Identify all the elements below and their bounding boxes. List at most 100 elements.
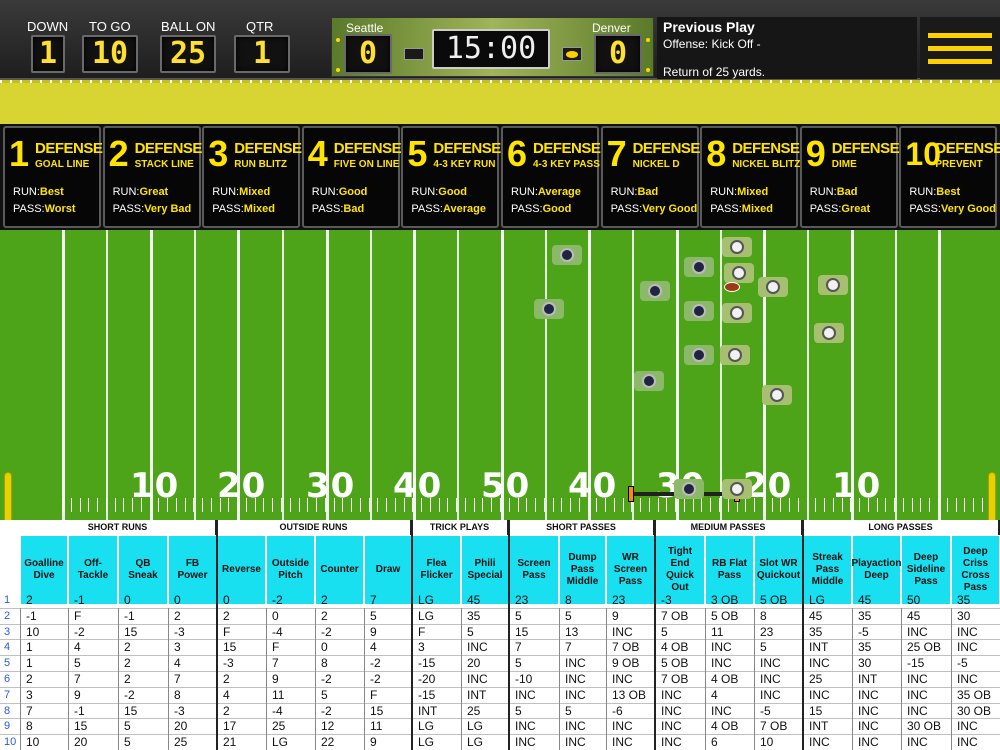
- defense-card-9[interactable]: 9 DEFENSE DIME RUN:Bad PASS:Great: [799, 126, 900, 228]
- defense-number: 7: [606, 133, 627, 174]
- result-cell: INC: [957, 735, 978, 750]
- result-cell: 25 OB: [907, 640, 942, 655]
- result-cell: LG: [467, 719, 484, 734]
- offense-player-icon: [722, 476, 752, 502]
- hash-mark: [648, 498, 650, 512]
- defense-name: RUN BLITZ: [234, 159, 287, 170]
- result-cell: 7: [370, 593, 377, 607]
- result-cell: 2: [223, 703, 230, 718]
- pass-label: PASS:: [13, 203, 45, 215]
- result-cell: INC: [565, 656, 586, 671]
- defense-card-4[interactable]: 4 DEFENSE FIVE ON LINE RUN:Good PASS:Bad: [301, 126, 402, 228]
- pass-value: Worst: [44, 203, 76, 215]
- yard-line: [588, 230, 591, 520]
- hamburger-menu-icon[interactable]: [920, 17, 1000, 79]
- result-cell: F: [370, 687, 378, 702]
- result-cell: INC: [565, 687, 586, 702]
- hash-mark: [464, 498, 466, 512]
- column-divider: [852, 608, 853, 750]
- result-cell: -4: [272, 703, 283, 718]
- hash-mark: [429, 498, 431, 512]
- right-scroll-handle[interactable]: [988, 472, 996, 520]
- play-column-header[interactable]: Screen Pass: [509, 535, 559, 605]
- result-cell: 9: [370, 624, 377, 639]
- defense-card-6[interactable]: 6 DEFENSE 4-3 KEY PASS RUN:Average PASS:Good: [501, 126, 601, 228]
- play-column-header[interactable]: Tight End Quick Out: [655, 535, 705, 605]
- offense-player-icon: [762, 382, 792, 408]
- defense-card-8[interactable]: 8 DEFENSE NICKEL BLITZ RUN:Mixed PASS:Mixed: [700, 126, 800, 228]
- pass-rating: PASS:Bad: [312, 203, 364, 215]
- defense-name: 4-3 KEY PASS: [533, 159, 600, 170]
- result-cell: LG: [272, 735, 289, 750]
- hash-mark: [587, 498, 589, 512]
- left-scroll-handle[interactable]: [4, 472, 12, 520]
- five-yard-line: [544, 230, 547, 520]
- result-cell: INC: [565, 672, 586, 686]
- result-cell: -1: [74, 703, 85, 718]
- defense-card-2[interactable]: 2 DEFENSE STACK LINE RUN:Great PASS:Very Bad: [102, 126, 202, 228]
- pass-rating: PASS:Mixed: [710, 203, 773, 215]
- play-column-header[interactable]: Goalline Dive: [20, 535, 68, 605]
- hash-mark: [316, 498, 318, 512]
- previous-play-title: Previous Play: [663, 19, 755, 35]
- result-cell: INC: [467, 672, 488, 686]
- hash-mark: [841, 498, 843, 512]
- play-column-header[interactable]: Draw: [364, 535, 412, 605]
- hash-mark: [298, 498, 300, 512]
- pass-value: Mixed: [243, 203, 275, 215]
- result-cell: -15: [907, 656, 925, 671]
- pass-rating: PASS:Mixed: [212, 203, 275, 215]
- result-cell: INC: [661, 735, 682, 750]
- play-column-header[interactable]: QB Sneak: [118, 535, 168, 605]
- result-cell: INC: [711, 640, 732, 655]
- result-cell: 0: [174, 593, 181, 607]
- result-cell: -3: [223, 656, 234, 671]
- result-cell: LG: [809, 593, 826, 607]
- hash-mark: [394, 498, 396, 512]
- defense-card-3[interactable]: 3 DEFENSE RUN BLITZ RUN:Mixed PASS:Mixed: [202, 126, 302, 228]
- play-column-header[interactable]: Deep Sideline Pass: [901, 535, 951, 605]
- defense-title: DEFENSE: [234, 140, 302, 157]
- result-cell: 9: [74, 687, 81, 702]
- pass-value: Mixed: [741, 203, 773, 215]
- pass-label: PASS:: [909, 203, 941, 215]
- result-cell: 3: [26, 687, 33, 702]
- run-label: RUN:: [13, 186, 40, 198]
- category-header: LONG PASSES: [803, 520, 1000, 535]
- defense-player-icon: [684, 298, 714, 324]
- run-value: Good: [338, 186, 368, 198]
- hash-mark: [368, 498, 370, 512]
- result-cell: 5 OB: [711, 608, 739, 623]
- row-divider: [0, 655, 1000, 657]
- play-column-header[interactable]: WR Screen Pass: [606, 535, 655, 605]
- play-column-header[interactable]: Off-Tackle: [68, 535, 118, 605]
- yard-line: [501, 230, 504, 520]
- hash-mark: [771, 498, 773, 512]
- play-column-header[interactable]: Playaction Deep: [851, 535, 902, 605]
- offense-player-icon: [724, 260, 754, 286]
- play-column-header[interactable]: Outside Pitch: [266, 535, 315, 605]
- hash-mark: [62, 498, 63, 512]
- result-cell: 10: [760, 735, 774, 750]
- play-column-header[interactable]: FB Power: [168, 535, 217, 605]
- play-column-header[interactable]: Phili Special: [461, 535, 509, 605]
- defense-card-10[interactable]: 10 DEFENSE PREVENT RUN:Best PASS:Very Good: [899, 126, 1000, 228]
- result-cell: -2: [370, 656, 381, 671]
- result-cell: INC: [809, 687, 830, 702]
- defense-card-7[interactable]: 7 DEFENSE NICKEL D RUN:Bad PASS:Very Good: [600, 126, 700, 228]
- play-column-header[interactable]: Streak Pass Middle: [803, 535, 852, 605]
- column-divider: [168, 608, 169, 750]
- pass-label: PASS:: [212, 203, 244, 215]
- offense-player-icon: [758, 274, 788, 300]
- defense-card-5[interactable]: 5 DEFENSE 4-3 KEY RUN RUN:Good PASS:Average: [401, 126, 501, 228]
- play-column-header[interactable]: Counter: [315, 535, 364, 605]
- play-column-header[interactable]: RB Flat Pass: [705, 535, 754, 605]
- defense-card-1[interactable]: 1 DEFENSE GOAL LINE RUN:Best PASS:Worst: [3, 126, 103, 228]
- result-cell: 35: [858, 640, 872, 655]
- run-rating: RUN:Average: [511, 186, 581, 198]
- row-number: 10: [4, 736, 17, 749]
- hash-mark: [140, 498, 142, 512]
- result-cell: INC: [809, 735, 830, 750]
- play-column-header[interactable]: Dump Pass Middle: [559, 535, 606, 605]
